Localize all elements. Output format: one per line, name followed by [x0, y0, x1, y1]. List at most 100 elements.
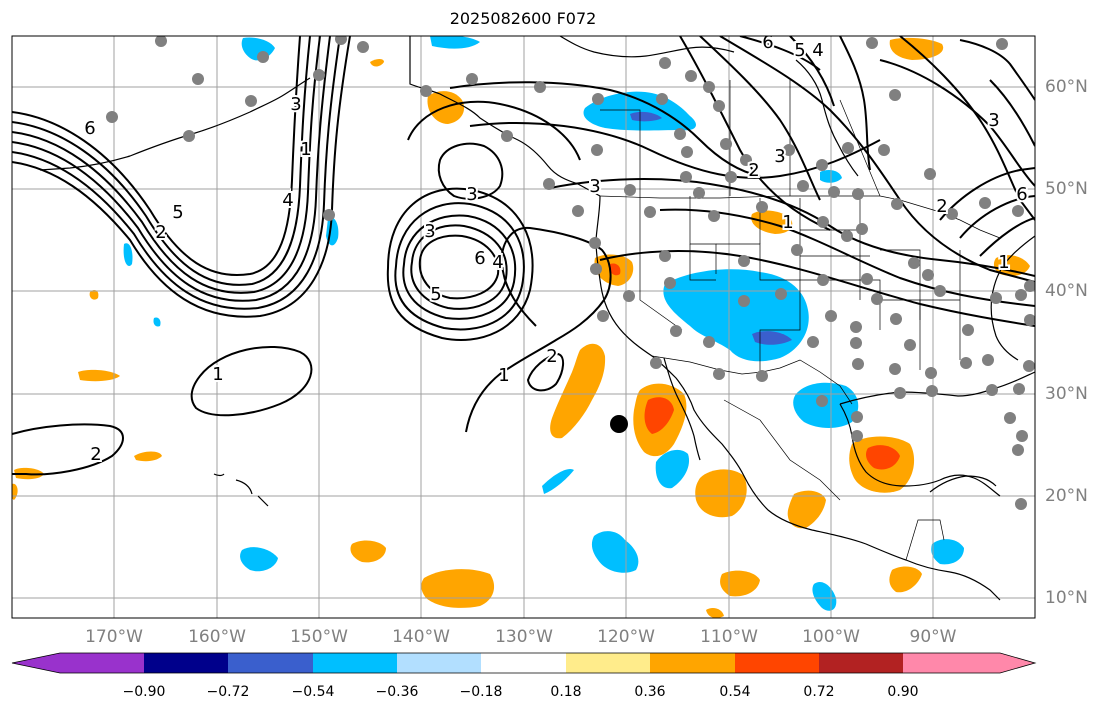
border-mexico-states [723, 399, 841, 501]
coast-aleutians [39, 77, 311, 171]
colorbar-tick-label: −0.90 [122, 684, 166, 700]
border-states-1 [639, 196, 683, 331]
coast-alaska [409, 36, 601, 197]
border-states-3 [716, 243, 800, 281]
contour-label-group: 6 5 2 1 4 3 3 6 4 5 3 2 1 1 2 3 6 5 4 3 … [82, 36, 1029, 467]
contour-gulf-low-2 [407, 100, 581, 161]
shade-alaska-neg-top [430, 36, 480, 49]
contour-pac-trough-6 [12, 36, 351, 318]
border-states-2 [689, 196, 717, 274]
shade-mex-neg [655, 449, 690, 489]
contour-low-2 [12, 423, 124, 476]
shade-gulf-core [866, 445, 900, 470]
latitude-label: 30°N [1045, 384, 1088, 404]
colorbar-tick-label: 0.18 [550, 684, 582, 700]
shade-baja-core [644, 397, 674, 434]
shade-pac-pos-2 [350, 540, 386, 563]
colorbar-tick-label: 0.54 [719, 684, 751, 700]
colorbar-tick-label: −0.36 [375, 684, 419, 700]
colorbar-segment [819, 653, 903, 673]
colorbar-segment [481, 653, 566, 673]
shade-west-ca-core [609, 263, 621, 276]
contour-pac-trough-2 [12, 36, 311, 286]
longitude-label: 90°W [909, 627, 957, 647]
border-canada-provinces-3 [839, 99, 881, 197]
colorbar-extend-low [12, 653, 60, 673]
border-states-8 [800, 279, 881, 330]
contour-label: 3 [988, 110, 999, 131]
shade-pac-neg-6 [812, 581, 837, 611]
shade-pac-neg-5 [542, 468, 574, 494]
colorbar-segment [903, 653, 1000, 673]
contour-east-4 [899, 36, 1035, 221]
longitude-label: 140°W [392, 627, 450, 647]
contour-east-9 [979, 217, 1035, 257]
border-states-10 [880, 249, 921, 320]
colorbar-segment [735, 653, 819, 673]
contour-pac-trough-4 [12, 36, 331, 302]
contour-east-1 [719, 36, 1035, 283]
shade-small-neg-c [153, 317, 161, 327]
contour-label: 3 [466, 184, 477, 205]
contour-label: 4 [812, 40, 823, 61]
colorbar-tick-label: −0.18 [459, 684, 503, 700]
colorbar-tick-label: −0.54 [291, 684, 335, 700]
coast-westcoast [595, 195, 1001, 601]
shade-sw-neg-core [752, 331, 792, 345]
colorbar-segment [60, 653, 144, 673]
contour-label: 6 [474, 248, 485, 269]
shade-central-am-neg [931, 539, 964, 565]
location-marker [610, 415, 628, 433]
contour-cutoff-4 [394, 202, 525, 331]
contour-label: 1 [498, 365, 509, 386]
coast-hawaii-2 [235, 479, 253, 495]
contour-n-3 [789, 36, 835, 107]
shade-montana-pos [751, 210, 793, 234]
coast-canada-arctic [559, 36, 735, 58]
colorbar-tick-label: −0.72 [206, 684, 250, 700]
colorbar-segment [566, 653, 650, 673]
colorbar-segment [397, 653, 481, 673]
border-us-canada [599, 195, 1001, 239]
contour-label: 6 [84, 118, 95, 139]
shade-pac-pos-6 [134, 451, 162, 462]
colorbar-segment [650, 653, 735, 673]
contour-label: 6 [1016, 184, 1027, 205]
shade-baja-offshore-pos [550, 343, 606, 439]
shade-mex-pos-2 [787, 490, 826, 529]
contour-label: 5 [430, 284, 441, 305]
latitude-label: 60°N [1045, 77, 1088, 97]
coast-gulf-north [839, 371, 1035, 405]
shade-small-pos-b [706, 608, 724, 618]
contour-label: 1 [300, 139, 311, 160]
contour-label: 5 [794, 40, 805, 61]
coast-hudson [795, 59, 859, 177]
contour-northeast-loop [959, 39, 1035, 101]
border-central-am [905, 519, 945, 561]
colorbar-extend-high [1000, 653, 1035, 673]
contour-label: 2 [748, 160, 759, 181]
contour-ridge-1 [465, 226, 612, 433]
contour-label: 1 [782, 212, 793, 233]
contour-n-2 [839, 36, 871, 171]
station-markers [106, 36, 1035, 510]
shade-pac-pos-7 [89, 290, 99, 300]
shade-small-pos-a [370, 59, 384, 67]
colorbar-outline [11, 652, 1037, 674]
colorbar-tick-label: 0.72 [803, 684, 835, 700]
shade-pac-neg-3 [123, 243, 133, 266]
contour-label: 4 [282, 190, 293, 211]
shade-great-lakes-pos [993, 255, 1030, 276]
contour-n-1 [739, 36, 821, 71]
contour-label: 2 [90, 444, 101, 465]
latitude-label: 50°N [1045, 179, 1088, 199]
contour-label: 3 [774, 146, 785, 167]
contour-east-6 [989, 79, 1035, 147]
colorbar-segment [313, 653, 397, 673]
contour-gulf-low-1 [437, 142, 504, 200]
shade-canada-neg-core [630, 111, 662, 122]
contour-label: 1 [212, 364, 223, 385]
chart-title: 2025082600 F072 [449, 9, 597, 28]
latitude-label: 40°N [1045, 281, 1088, 301]
